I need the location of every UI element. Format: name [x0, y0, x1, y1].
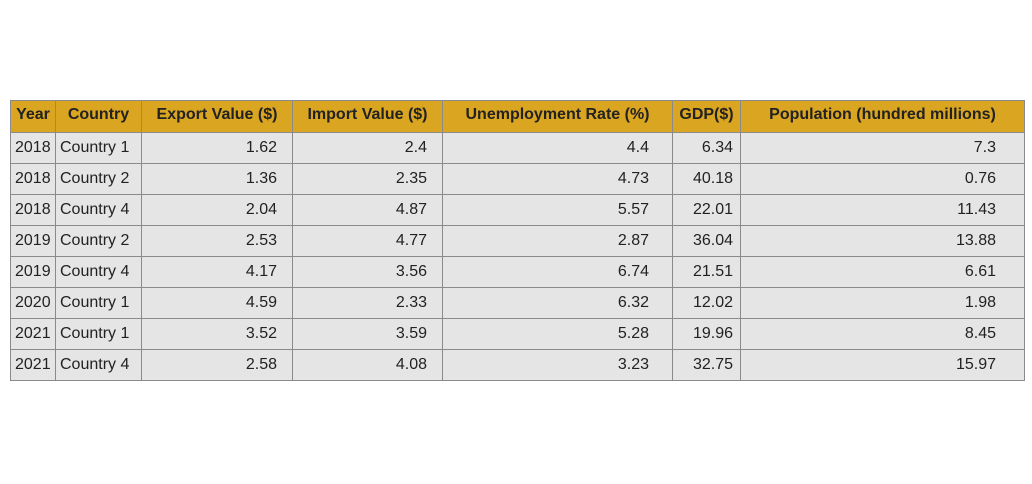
- country-cell: Country 2: [55, 225, 142, 257]
- table-row: 2018 Country 2 1.36 2.35 4.73 40.18 0.76: [10, 163, 1025, 195]
- year-cell: 2019: [10, 225, 56, 257]
- population-cell: 6.61: [740, 256, 1025, 288]
- export-value-cell: 1.36: [141, 163, 293, 195]
- country-cell: Country 4: [55, 349, 142, 381]
- table-row: 2021 Country 1 3.52 3.59 5.28 19.96 8.45: [10, 318, 1025, 350]
- population-cell: 15.97: [740, 349, 1025, 381]
- export-value-cell: 2.58: [141, 349, 293, 381]
- import-value-cell: 3.59: [292, 318, 443, 350]
- table-row: 2019 Country 2 2.53 4.77 2.87 36.04 13.88: [10, 225, 1025, 257]
- gdp-cell: 36.04: [672, 225, 741, 257]
- country-cell: Country 1: [55, 318, 142, 350]
- import-value-cell: 4.77: [292, 225, 443, 257]
- export-value-cell: 4.17: [141, 256, 293, 288]
- gdp-cell: 6.34: [672, 132, 741, 164]
- year-cell: 2020: [10, 287, 56, 319]
- gdp-cell: 32.75: [672, 349, 741, 381]
- country-cell: Country 1: [55, 132, 142, 164]
- country-cell: Country 4: [55, 194, 142, 226]
- population-cell: 7.3: [740, 132, 1025, 164]
- gdp-cell: 40.18: [672, 163, 741, 195]
- gdp-cell: 19.96: [672, 318, 741, 350]
- import-value-cell: 2.4: [292, 132, 443, 164]
- export-value-cell: 2.04: [141, 194, 293, 226]
- header-export-value: Export Value ($): [141, 100, 293, 133]
- table-body: 2018 Country 1 1.62 2.4 4.4 6.34 7.3 2018 Countr…: [10, 132, 1025, 381]
- header-import-value: Import Value ($): [292, 100, 443, 133]
- table-row: 2019 Country 4 4.17 3.56 6.74 21.51 6.61: [10, 256, 1025, 288]
- import-value-cell: 2.33: [292, 287, 443, 319]
- import-value-cell: 4.08: [292, 349, 443, 381]
- import-value-cell: 2.35: [292, 163, 443, 195]
- data-table: Year Country Export Value ($) Import Val…: [10, 100, 1025, 381]
- unemployment-rate-cell: 5.28: [442, 318, 673, 350]
- export-value-cell: 2.53: [141, 225, 293, 257]
- unemployment-rate-cell: 3.23: [442, 349, 673, 381]
- header-row: Year Country Export Value ($) Import Val…: [10, 100, 1025, 133]
- header-gdp: GDP($): [672, 100, 741, 133]
- year-cell: 2019: [10, 256, 56, 288]
- table-header: Year Country Export Value ($) Import Val…: [10, 100, 1025, 133]
- population-cell: 11.43: [740, 194, 1025, 226]
- population-cell: 8.45: [740, 318, 1025, 350]
- year-cell: 2018: [10, 163, 56, 195]
- header-country: Country: [55, 100, 142, 133]
- table-row: 2020 Country 1 4.59 2.33 6.32 12.02 1.98: [10, 287, 1025, 319]
- unemployment-rate-cell: 5.57: [442, 194, 673, 226]
- country-cell: Country 4: [55, 256, 142, 288]
- header-year: Year: [10, 100, 56, 133]
- export-value-cell: 3.52: [141, 318, 293, 350]
- export-value-cell: 1.62: [141, 132, 293, 164]
- unemployment-rate-cell: 4.73: [442, 163, 673, 195]
- gdp-cell: 12.02: [672, 287, 741, 319]
- population-cell: 13.88: [740, 225, 1025, 257]
- table-row: 2018 Country 4 2.04 4.87 5.57 22.01 11.43: [10, 194, 1025, 226]
- import-value-cell: 4.87: [292, 194, 443, 226]
- import-value-cell: 3.56: [292, 256, 443, 288]
- gdp-cell: 21.51: [672, 256, 741, 288]
- unemployment-rate-cell: 6.32: [442, 287, 673, 319]
- population-cell: 1.98: [740, 287, 1025, 319]
- table-row: 2018 Country 1 1.62 2.4 4.4 6.34 7.3: [10, 132, 1025, 164]
- unemployment-rate-cell: 6.74: [442, 256, 673, 288]
- export-value-cell: 4.59: [141, 287, 293, 319]
- header-population: Population (hundred millions): [740, 100, 1025, 133]
- year-cell: 2021: [10, 318, 56, 350]
- year-cell: 2018: [10, 132, 56, 164]
- gdp-cell: 22.01: [672, 194, 741, 226]
- header-unemployment-rate: Unemployment Rate (%): [442, 100, 673, 133]
- population-cell: 0.76: [740, 163, 1025, 195]
- country-cell: Country 2: [55, 163, 142, 195]
- unemployment-rate-cell: 2.87: [442, 225, 673, 257]
- year-cell: 2018: [10, 194, 56, 226]
- table-row: 2021 Country 4 2.58 4.08 3.23 32.75 15.97: [10, 349, 1025, 381]
- country-cell: Country 1: [55, 287, 142, 319]
- year-cell: 2021: [10, 349, 56, 381]
- unemployment-rate-cell: 4.4: [442, 132, 673, 164]
